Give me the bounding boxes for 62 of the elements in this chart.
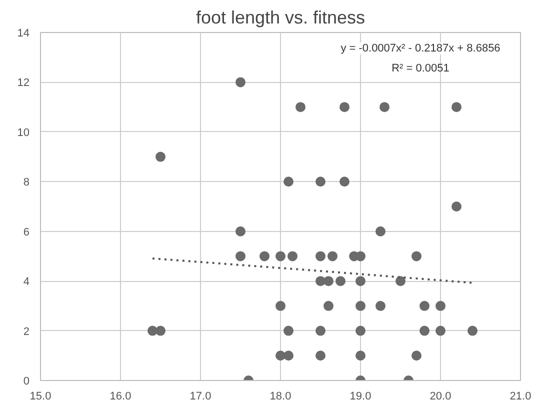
point <box>284 350 294 361</box>
point <box>336 276 346 286</box>
point <box>324 300 334 311</box>
point <box>412 251 422 262</box>
point <box>156 326 166 336</box>
point <box>276 300 286 311</box>
point <box>276 350 286 361</box>
point <box>376 226 386 236</box>
point <box>356 326 366 336</box>
y-tick-label: 12 <box>17 77 30 90</box>
point <box>420 300 430 311</box>
point <box>436 300 446 311</box>
x-tick-label: 15.0 <box>30 390 52 402</box>
point <box>324 276 334 286</box>
y-tick-label: 8 <box>23 176 30 189</box>
y-tick-label: 2 <box>23 326 30 338</box>
point <box>356 300 366 311</box>
point <box>316 176 326 187</box>
x-tick-label: 17.0 <box>190 390 212 402</box>
point <box>260 251 270 262</box>
point <box>236 77 246 88</box>
point <box>340 102 350 112</box>
point <box>412 350 422 361</box>
point <box>284 326 294 336</box>
point <box>236 226 246 236</box>
point <box>284 176 294 187</box>
y-tick-label: 4 <box>23 276 30 288</box>
point <box>452 202 462 212</box>
point <box>316 326 326 336</box>
point <box>276 251 286 262</box>
x-tick-label: 19.0 <box>350 390 372 402</box>
chart-title: foot length vs. fitness <box>196 8 366 28</box>
annotation: R² = 0.0051 <box>392 62 450 74</box>
point <box>316 251 326 262</box>
x-tick-label: 16.0 <box>110 390 132 402</box>
point <box>316 350 326 361</box>
x-tick-label: 21.0 <box>510 390 532 402</box>
point <box>468 326 478 336</box>
y-tick-label: 0 <box>23 376 30 388</box>
point <box>436 326 446 336</box>
point <box>340 176 350 187</box>
point <box>356 350 366 361</box>
annotation: y = -0.0007x² - 0.2187x + 8.6856 <box>340 42 500 54</box>
point <box>296 102 306 112</box>
point <box>156 152 166 162</box>
point <box>316 276 326 286</box>
y-tick-label: 10 <box>17 126 30 139</box>
point <box>380 102 390 112</box>
y-tick-label: 6 <box>23 226 30 238</box>
y-tick-label: 14 <box>17 28 30 40</box>
point <box>236 251 246 262</box>
point <box>356 276 366 286</box>
line-series <box>152 257 474 284</box>
x-tick-label: 18.0 <box>270 390 292 402</box>
point <box>328 251 338 262</box>
point <box>288 251 298 262</box>
point <box>376 300 386 311</box>
x-tick-label: 20.0 <box>430 390 452 402</box>
point <box>396 276 406 286</box>
point <box>420 326 430 336</box>
point <box>356 251 366 262</box>
point <box>452 102 462 112</box>
